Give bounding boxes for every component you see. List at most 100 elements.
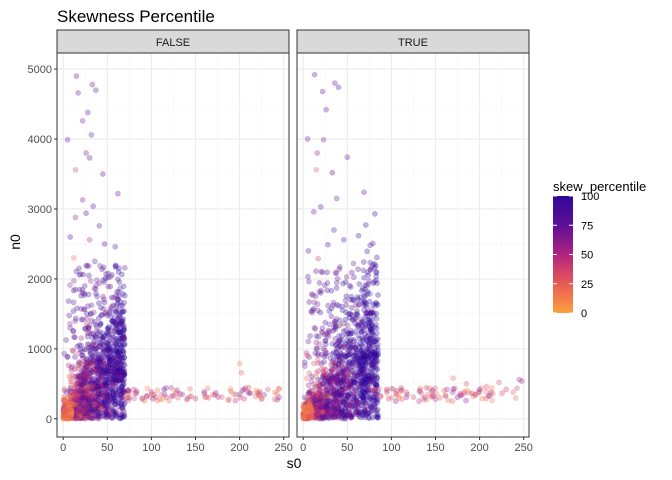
data-point — [116, 378, 123, 384]
data-point — [179, 391, 186, 398]
data-point — [245, 389, 252, 396]
data-point — [118, 361, 125, 368]
data-point — [96, 344, 103, 350]
data-point — [333, 195, 340, 202]
data-point — [316, 394, 322, 400]
data-point — [121, 397, 127, 404]
data-point — [89, 408, 96, 415]
data-point — [80, 404, 87, 410]
data-point — [77, 414, 84, 421]
data-point — [339, 408, 345, 415]
data-point — [322, 391, 329, 398]
data-point — [90, 382, 97, 388]
data-point — [110, 408, 117, 414]
data-point — [88, 131, 95, 138]
data-point — [87, 360, 94, 367]
data-point — [388, 394, 395, 401]
data-point — [81, 358, 88, 365]
data-point — [369, 371, 375, 377]
data-point — [105, 327, 112, 333]
data-point — [445, 397, 452, 404]
data-point — [320, 136, 327, 143]
data-point — [114, 316, 121, 322]
data-point — [61, 408, 68, 415]
data-point — [256, 390, 262, 396]
data-point — [60, 415, 67, 421]
data-point — [86, 386, 93, 393]
data-point — [63, 413, 69, 420]
data-point — [305, 248, 312, 254]
data-point — [83, 150, 89, 156]
data-point — [70, 287, 77, 294]
legend-tick-label: 75 — [581, 220, 593, 232]
data-point — [119, 414, 126, 421]
data-point — [76, 373, 82, 380]
data-point — [121, 354, 128, 361]
data-point — [72, 315, 79, 322]
data-point — [364, 248, 370, 255]
data-point — [109, 379, 116, 386]
data-point — [111, 395, 117, 402]
data-point — [366, 343, 373, 350]
x-tick-label: 100 — [142, 442, 160, 454]
data-point — [119, 394, 126, 401]
data-point — [89, 392, 96, 398]
data-point — [339, 307, 346, 314]
data-point — [368, 394, 374, 400]
data-point — [108, 357, 115, 364]
data-point — [83, 320, 90, 327]
data-point — [79, 381, 86, 387]
data-point — [333, 316, 340, 322]
data-point — [335, 370, 341, 377]
data-point — [84, 364, 91, 370]
data-point — [336, 384, 343, 391]
data-point — [70, 404, 76, 410]
data-point — [89, 81, 96, 88]
data-point — [361, 189, 367, 196]
data-point — [121, 264, 128, 271]
data-point — [108, 380, 115, 387]
data-point — [110, 364, 116, 371]
data-point — [112, 411, 119, 418]
data-point — [350, 260, 357, 267]
data-point — [104, 394, 111, 400]
data-point — [355, 232, 362, 239]
data-point — [110, 388, 117, 395]
data-point — [305, 382, 312, 389]
data-point — [83, 210, 89, 217]
data-point — [72, 409, 79, 416]
data-point — [226, 396, 232, 403]
data-point — [352, 302, 359, 308]
data-point — [64, 136, 71, 143]
data-point — [114, 348, 121, 355]
data-point — [362, 222, 369, 228]
data-point — [120, 381, 127, 388]
data-point — [118, 309, 125, 316]
data-point — [94, 400, 100, 407]
data-point — [94, 379, 101, 386]
data-point — [96, 366, 102, 373]
data-point — [100, 171, 106, 177]
data-point — [78, 407, 85, 414]
data-point — [361, 406, 368, 413]
data-point — [345, 377, 352, 383]
data-point — [111, 358, 117, 365]
data-point — [489, 390, 496, 397]
data-point — [331, 375, 338, 382]
data-point — [171, 388, 178, 394]
data-point — [97, 364, 104, 371]
data-point — [94, 383, 101, 390]
data-point — [104, 325, 111, 332]
data-point — [100, 367, 107, 374]
data-point — [66, 398, 73, 405]
data-point — [117, 376, 124, 383]
data-point — [95, 384, 102, 390]
data-point — [73, 395, 80, 401]
data-point — [476, 389, 483, 396]
data-point — [86, 322, 93, 329]
data-point — [74, 407, 81, 413]
data-point — [118, 391, 124, 398]
data-point — [104, 395, 111, 402]
data-point — [359, 388, 366, 394]
data-point — [496, 379, 502, 386]
